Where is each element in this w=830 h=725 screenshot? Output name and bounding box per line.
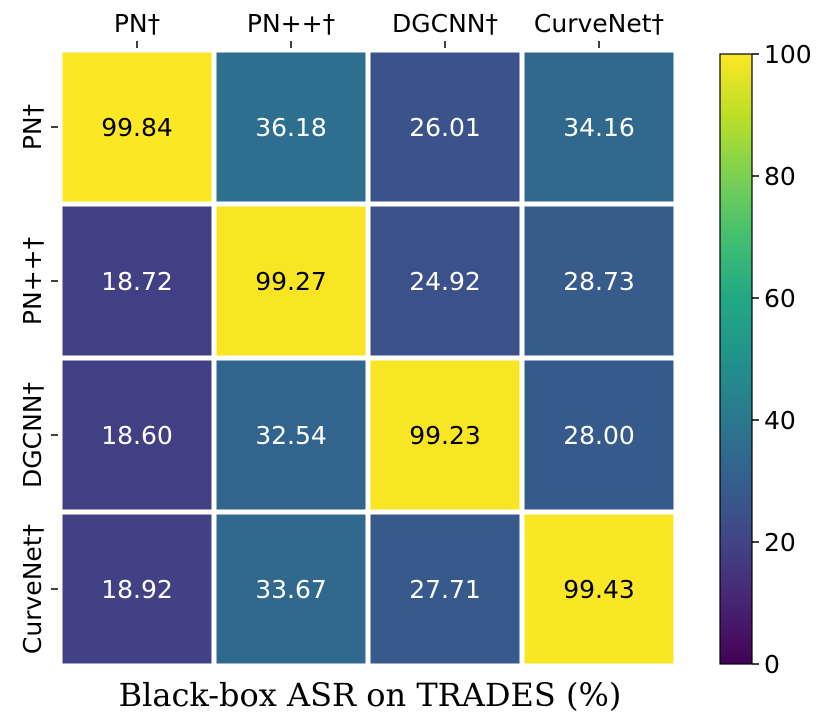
cell-value-label: 26.01 — [409, 113, 481, 142]
heatmap-cell-r0-c2 — [370, 52, 520, 202]
column-tick-label: DGCNN† — [392, 9, 498, 38]
cell-value-label: 18.72 — [101, 267, 173, 296]
column-tick-labels: PN† PN++† DGCNN† CurveNet† — [114, 9, 664, 48]
cell-value-label: 99.84 — [101, 113, 173, 142]
cell-value-label: 28.00 — [563, 421, 635, 450]
cell-value-label: 27.71 — [409, 575, 481, 604]
heatmap-cell-r0-c1 — [216, 52, 366, 202]
heatmap-cell-r1-c3 — [524, 206, 674, 356]
row-tick-label: CurveNet† — [18, 524, 47, 654]
cell-value-label: 28.73 — [563, 267, 635, 296]
heatmap-cell-r2-c0 — [62, 360, 212, 510]
cell-value-label: 24.92 — [409, 267, 481, 296]
colorbar-tick-label: 80 — [764, 162, 796, 191]
row-tick-labels: PN† PN++† DGCNN† CurveNet† — [18, 104, 58, 654]
row-tick-label: PN† — [18, 104, 47, 150]
heatmap-cell-r1-c1 — [216, 206, 366, 356]
heatmap-cell-r3-c3 — [524, 514, 674, 664]
colorbar-tick-label: 40 — [764, 406, 796, 435]
cell-value-label: 18.60 — [101, 421, 173, 450]
x-axis-label: Black-box ASR on TRADES (%) — [118, 676, 622, 714]
heatmap-cell-r0-c0 — [62, 52, 212, 202]
heatmap-cell-r0-c3 — [524, 52, 674, 202]
heatmap-cell-r2-c3 — [524, 360, 674, 510]
colorbar-tick-label: 0 — [764, 650, 780, 679]
row-tick-label: DGCNN† — [18, 382, 47, 488]
heatmap-cell-r3-c0 — [62, 514, 212, 664]
colorbar-gradient — [719, 53, 753, 665]
column-tick-label: PN† — [114, 9, 160, 38]
cell-value-label: 33.67 — [255, 575, 327, 604]
heatmap-cell-r3-c1 — [216, 514, 366, 664]
cell-value-label: 36.18 — [255, 113, 327, 142]
colorbar-tick-label: 20 — [764, 528, 796, 557]
row-tick-label: PN++† — [18, 237, 47, 325]
cell-value-label: 18.92 — [101, 575, 173, 604]
colorbar-tick-label: 60 — [764, 284, 796, 313]
cell-value-label: 99.27 — [255, 267, 327, 296]
heatmap-cell-r1-c2 — [370, 206, 520, 356]
column-tick-label: PN++† — [247, 9, 335, 38]
cell-value-label: 32.54 — [255, 421, 327, 450]
heatmap-cell-r2-c2 — [370, 360, 520, 510]
heatmap-cells: 99.84 36.18 26.01 34.16 18.72 99.27 24.92 28.73… — [62, 52, 674, 664]
heatmap-cell-r3-c2 — [370, 514, 520, 664]
cell-value-label: 34.16 — [563, 113, 635, 142]
heatmap-cell-r1-c0 — [62, 206, 212, 356]
colorbar: 0 20 40 60 80 100 — [719, 40, 812, 679]
cell-value-label: 99.23 — [409, 421, 481, 450]
heatmap-cell-r2-c1 — [216, 360, 366, 510]
column-tick-label: CurveNet† — [534, 9, 664, 38]
cell-value-label: 99.43 — [563, 575, 635, 604]
colorbar-tick-label: 100 — [764, 40, 812, 69]
